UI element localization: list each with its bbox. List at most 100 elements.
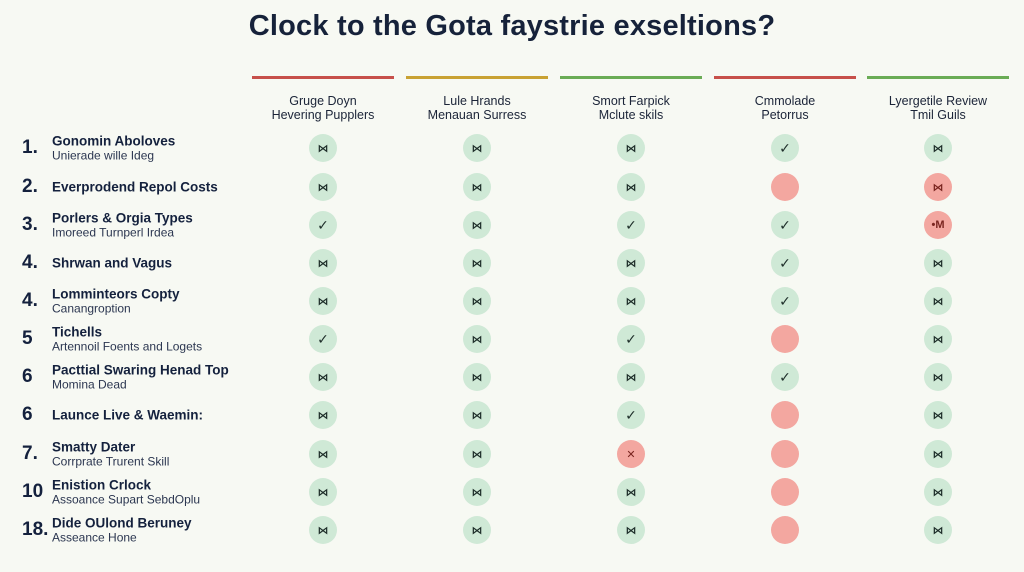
row-number: 10: [22, 481, 44, 502]
check-icon: ✓: [617, 211, 645, 239]
row-subtitle: Imoreed Turnperl Irdea: [52, 225, 175, 240]
cross-icon: ⋈: [924, 325, 952, 353]
cross-icon: ⋈: [463, 287, 491, 315]
column-header: Lyergetile Review Tmil Guils: [867, 76, 1009, 122]
cross-icon: ⋈: [309, 249, 337, 277]
cross-icon: ⋈: [924, 134, 952, 162]
check-icon: ✓: [771, 134, 799, 162]
row-label: Smatty Dater Corrprate Trurent Skill: [52, 440, 169, 469]
row-label: Dide OUlond Beruney Asseance Hone: [52, 516, 192, 545]
cross-icon: ⋈: [309, 287, 337, 315]
row-label: Tichells Artennoil Foents and Logets: [52, 325, 202, 354]
cross-icon: ⋈: [924, 516, 952, 544]
cross-icon: ⋈: [463, 516, 491, 544]
table-row: 18. Dide OUlond Beruney Asseance Hone ⋈ ⋈ ⋈ ⋈: [0, 510, 1024, 550]
cross-icon: ⋈: [463, 173, 491, 201]
row-subtitle: Assoance Supart SebdOplu: [52, 492, 201, 507]
column-header-bar: [252, 76, 394, 79]
column-header-line1: Gruge Doyn: [289, 94, 357, 108]
row-number: 1.: [22, 137, 38, 158]
column-header-line1: Cmmolade: [754, 94, 816, 108]
column-header-line1: Lule Hrands: [443, 94, 511, 108]
row-title: Launce Live & Waemin:: [52, 407, 204, 423]
row-title: Everprodend Repol Costs: [52, 179, 218, 195]
row-title: Lomminteors Copty: [52, 286, 180, 302]
column-header-line2: Menauan Surress: [427, 108, 527, 122]
row-number: 18.: [22, 519, 49, 540]
status-dot-icon: [771, 478, 799, 506]
table-row: 6 Pacttial Swaring Henad Top Momina Dead ⋈ ⋈…: [0, 357, 1024, 397]
column-header-line2: Mclute skils: [598, 108, 664, 122]
row-label: Enistion Crlock Assoance Supart SebdOplu: [52, 478, 200, 507]
row-label: Shrwan and Vagus: [52, 256, 172, 271]
cross-icon: ⋈: [924, 363, 952, 391]
row-number: 4.: [22, 252, 38, 273]
column-header: Gruge Doyn Hevering Pupplers: [252, 76, 394, 122]
column-header-bar: [560, 76, 702, 79]
column-header-line2: Petorrus: [761, 108, 809, 122]
row-number: 2.: [22, 176, 38, 197]
cross-icon: ⋈: [617, 478, 645, 506]
row-title: Dide OUlond Beruney: [52, 515, 192, 531]
column-header: Lule Hrands Menauan Surress: [406, 76, 548, 122]
cross-icon: ⋈: [309, 134, 337, 162]
row-subtitle: Unierade wille Ideg: [52, 148, 155, 163]
cross-icon: ⋈: [617, 287, 645, 315]
status-dot-icon: [771, 516, 799, 544]
check-icon: ✓: [617, 401, 645, 429]
row-title: Pacttial Swaring Henad Top: [52, 362, 229, 378]
cross-icon: ⋈: [309, 440, 337, 468]
table-row: 2. Everprodend Repol Costs ⋈ ⋈ ⋈ ⋈: [0, 167, 1024, 207]
column-header-line1: Smort Farpick: [592, 94, 670, 108]
status-dot-icon: [771, 325, 799, 353]
row-subtitle: Momina Dead: [52, 377, 127, 392]
row-label: Lomminteors Copty Canangroption: [52, 287, 180, 316]
check-icon: ✓: [771, 249, 799, 277]
row-title: Shrwan and Vagus: [52, 255, 173, 271]
cross-icon: ⋈: [924, 440, 952, 468]
row-label: Launce Live & Waemin:: [52, 408, 203, 423]
cross-icon: ⋈: [924, 249, 952, 277]
cross-icon: ⋈: [617, 363, 645, 391]
table-row: 7. Smatty Dater Corrprate Trurent Skill ⋈ ⋈ ✕…: [0, 434, 1024, 474]
row-subtitle: Corrprate Trurent Skill: [52, 454, 170, 469]
table-row: 4. Shrwan and Vagus ⋈ ⋈ ⋈ ✓ ⋈: [0, 243, 1024, 283]
check-icon: ✓: [309, 325, 337, 353]
cross-icon: ⋈: [463, 478, 491, 506]
cross-icon: ⋈: [617, 516, 645, 544]
cross-icon: ⋈: [924, 173, 952, 201]
status-dot-icon: [771, 440, 799, 468]
row-subtitle: Asseance Hone: [52, 530, 137, 545]
row-subtitle: Canangroption: [52, 301, 131, 316]
x-icon: ✕: [617, 440, 645, 468]
row-subtitle: Artennoil Foents and Logets: [52, 339, 203, 354]
check-icon: ✓: [309, 211, 337, 239]
cross-icon: ⋈: [309, 401, 337, 429]
column-header-bar: [406, 76, 548, 79]
column-header-line2: Hevering Pupplers: [271, 108, 375, 122]
column-header-line2: Tmil Guils: [910, 108, 966, 122]
check-icon: ✓: [617, 325, 645, 353]
cross-icon: ⋈: [463, 401, 491, 429]
row-title: Enistion Crlock: [52, 477, 152, 493]
status-dot-icon: [771, 401, 799, 429]
cross-icon: ⋈: [463, 211, 491, 239]
status-m-icon: •M: [924, 211, 952, 239]
table-row: 6 Launce Live & Waemin: ⋈ ⋈ ✓ ⋈: [0, 395, 1024, 435]
row-label: Pacttial Swaring Henad Top Momina Dead: [52, 363, 229, 392]
column-header-bar: [867, 76, 1009, 79]
cross-icon: ⋈: [463, 325, 491, 353]
check-icon: ✓: [771, 287, 799, 315]
cross-icon: ⋈: [463, 249, 491, 277]
row-number: 5: [22, 328, 33, 349]
cross-icon: ⋈: [463, 440, 491, 468]
row-number: 3.: [22, 214, 38, 235]
status-dot-icon: [771, 173, 799, 201]
cross-icon: ⋈: [309, 363, 337, 391]
row-title: Gonomin Aboloves: [52, 133, 176, 149]
row-title: Tichells: [52, 324, 103, 340]
row-label: Gonomin Aboloves Unierade wille Ideg: [52, 134, 175, 163]
row-number: 6: [22, 366, 33, 387]
table-row: 10 Enistion Crlock Assoance Supart SebdOpl…: [0, 472, 1024, 512]
page-title: Clock to the Gota faystrie exseltions?: [248, 10, 776, 42]
